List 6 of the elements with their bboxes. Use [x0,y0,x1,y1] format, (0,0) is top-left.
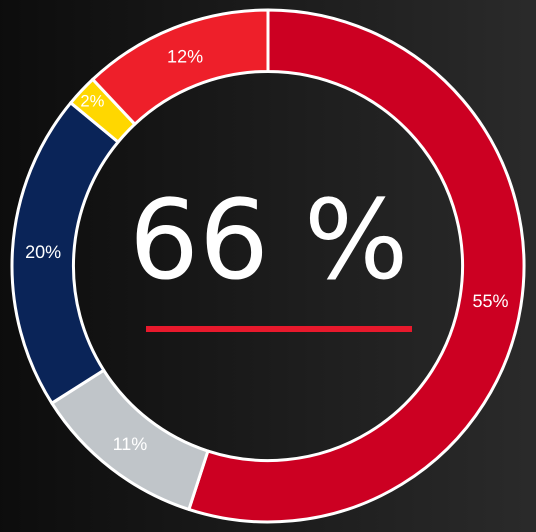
data-label: 12% [167,46,204,67]
data-label: 20% [25,242,62,262]
data-label: 2% [80,92,105,111]
data-label: 55% [472,291,509,312]
data-label: 11% [112,434,148,454]
text: 66 % [129,176,408,304]
